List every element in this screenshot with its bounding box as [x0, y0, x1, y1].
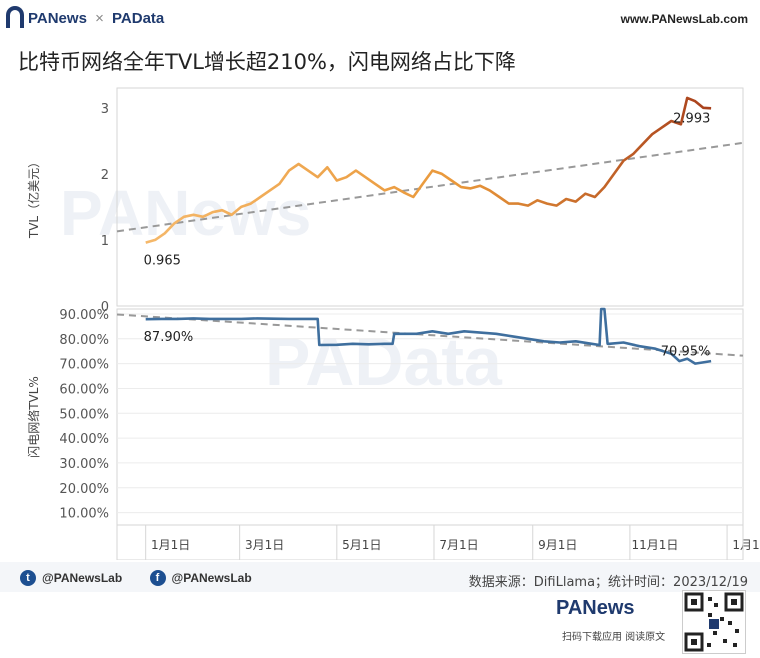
twitter-handle: @PANewsLab: [42, 571, 123, 585]
footer-logo: PANews: [556, 597, 635, 619]
brand: PANews × PAData: [28, 10, 164, 27]
chart-title: 比特币网络全年TVL增长超210%，闪电网络占比下降: [18, 50, 516, 74]
facebook-link[interactable]: f @PANewsLab: [149, 570, 252, 586]
y-tick-label: 90.00%: [59, 308, 109, 323]
watermark-panews: PANews: [60, 177, 311, 249]
y-axis-label: TVL（亿美元）: [26, 156, 41, 239]
chart: PANews PAData 0 1 2 3 TVL（亿美元） 0.965 2.993 10.00%…: [26, 87, 760, 560]
x-tick-label: 1月1日: [732, 538, 760, 552]
x-tick-label: 7月1日: [439, 538, 478, 552]
y-tick-label: 50.00%: [59, 407, 109, 422]
footer-subtitle: 扫码下载应用 阅读原文: [562, 632, 666, 643]
x-tick-label: 3月1日: [245, 538, 284, 552]
y-axis-label: 闪电网络TVL%: [26, 376, 41, 458]
y-tick-label: 20.00%: [59, 482, 109, 497]
x-tick-label: 9月1日: [538, 538, 577, 552]
footer-bar: [0, 562, 760, 592]
twitter-icon: t: [20, 570, 36, 586]
data-label: 0.965: [144, 253, 181, 268]
x-tick-label: 11月1日: [631, 538, 678, 552]
data-label: 70.95%: [661, 344, 711, 359]
twitter-link[interactable]: t @PANewsLab: [20, 570, 122, 586]
trend-line: [116, 313, 744, 357]
y-tick-label: 80.00%: [59, 333, 109, 348]
y-tick-label: 40.00%: [59, 432, 109, 447]
y-tick-label: 0: [101, 300, 109, 315]
brand-separator: ×: [95, 10, 104, 27]
site-url: www.PANewsLab.com: [620, 12, 748, 26]
brand-panews: PANews: [28, 10, 87, 27]
data-label: 2.993: [673, 111, 710, 126]
y-tick-label: 70.00%: [59, 358, 109, 373]
data-label: 87.90%: [144, 330, 194, 345]
social-links: t @PANewsLab f @PANewsLab: [20, 570, 276, 586]
brand-padata: PAData: [112, 10, 165, 27]
series-line: [145, 96, 712, 244]
data-source: 数据来源：DifiLlama；统计时间：2023/12/19: [468, 575, 748, 590]
qr-code-icon[interactable]: [682, 590, 746, 654]
x-tick-label: 5月1日: [342, 538, 381, 552]
series-line: [145, 307, 712, 365]
y-tick-label: 2: [101, 168, 109, 183]
panews-logo-icon: [6, 6, 24, 28]
y-tick-label: 30.00%: [59, 457, 109, 472]
facebook-handle: @PANewsLab: [171, 571, 252, 585]
x-tick-label: 1月1日: [151, 538, 190, 552]
y-tick-label: 3: [101, 102, 109, 117]
trend-line: [116, 141, 744, 233]
watermark-padata: PAData: [265, 324, 503, 400]
y-tick-label: 10.00%: [59, 507, 109, 522]
y-tick-label: 60.00%: [59, 382, 109, 397]
facebook-icon: f: [149, 570, 166, 586]
plot-area-1: [116, 308, 744, 526]
header: PANews × PAData www.PANewsLab.com: [0, 0, 760, 38]
plot-area-0: [116, 87, 744, 307]
y-tick-label: 1: [101, 234, 109, 249]
